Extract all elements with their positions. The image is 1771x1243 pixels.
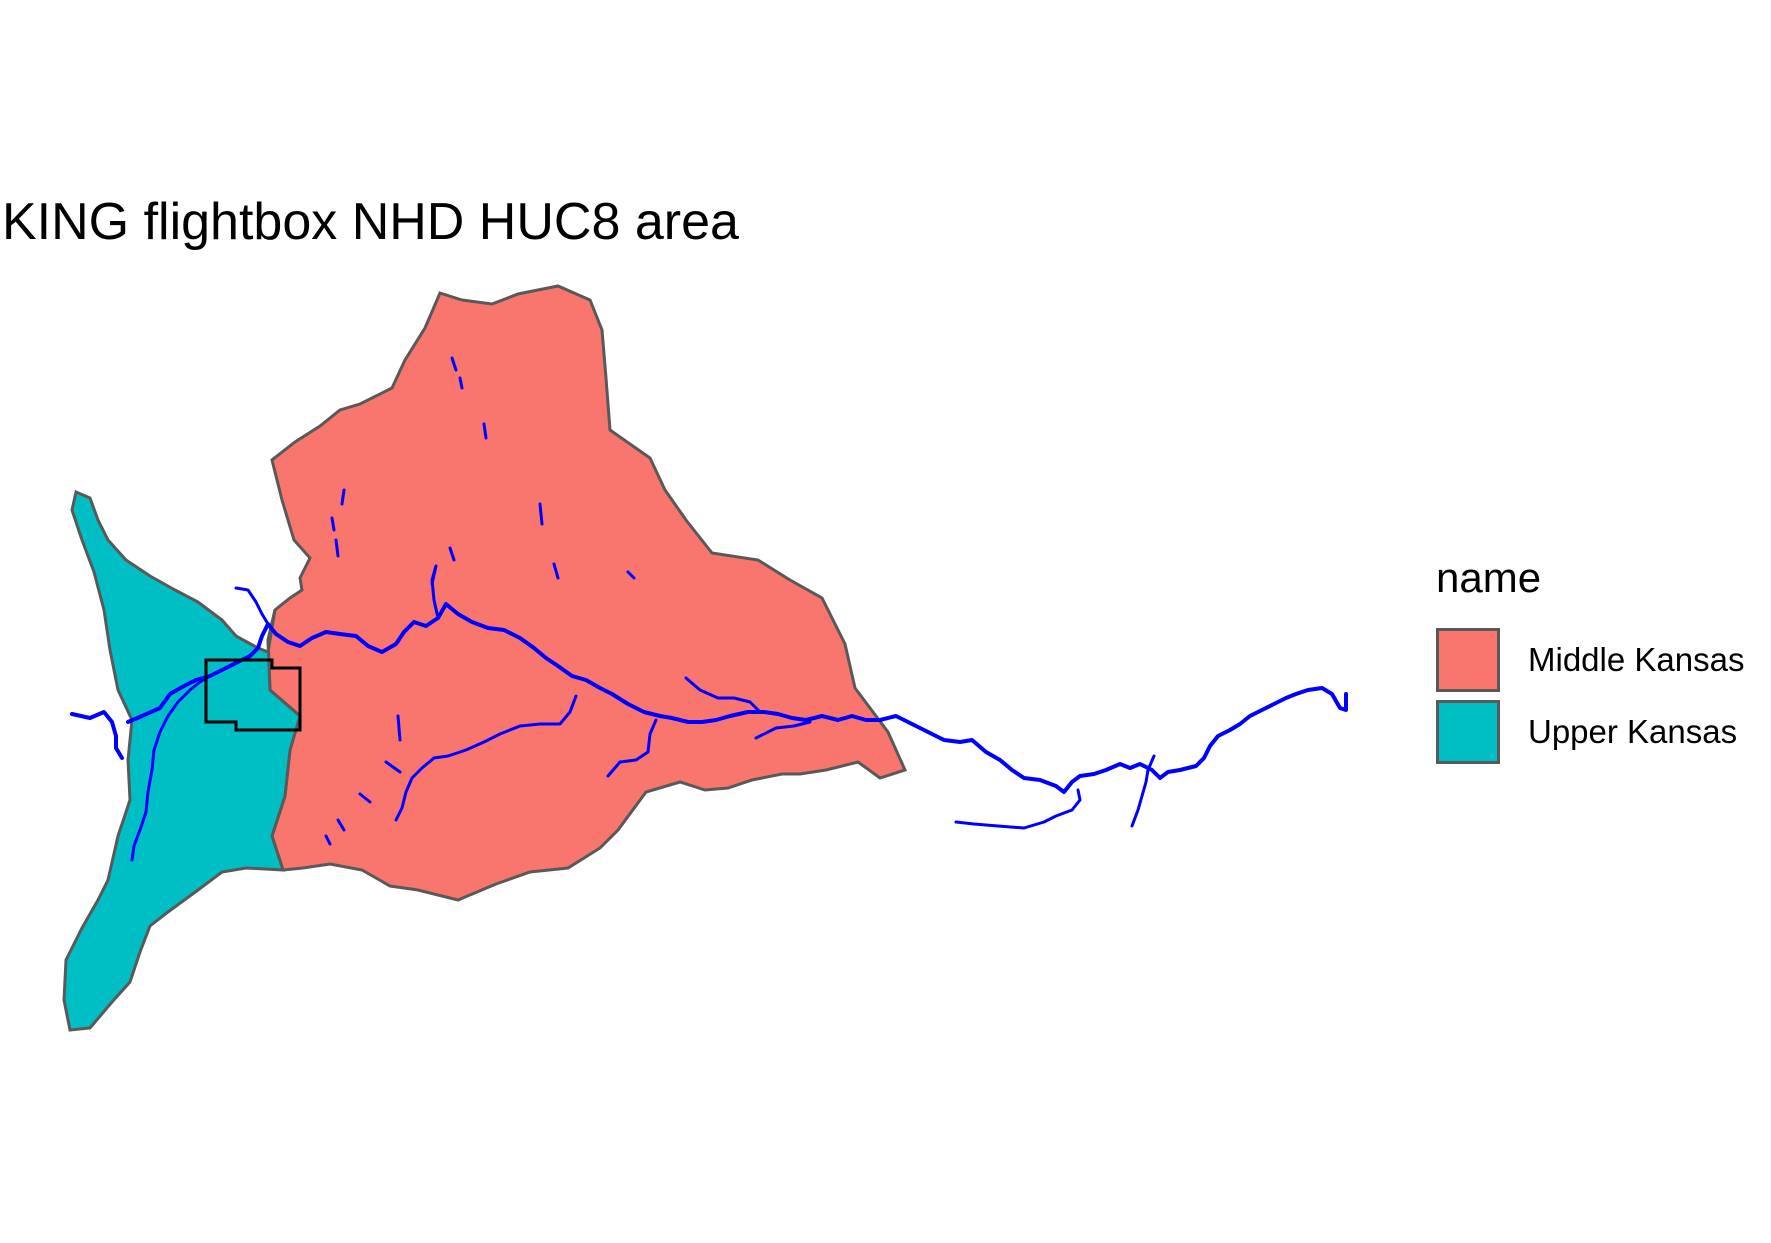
map-title: KING flightbox NHD HUC8 area: [2, 193, 739, 251]
tributary-east-flowline: [684, 676, 812, 740]
legend-item-middle-kansas: Middle Kansas: [1436, 624, 1744, 696]
legend-key-middle-kansas: [1436, 628, 1500, 692]
legend-label-middle-kansas: Middle Kansas: [1528, 641, 1745, 678]
nhd-flowlines: [70, 356, 1348, 862]
tributary-far-east-flowline: [954, 754, 1156, 830]
tributary-west-branch-flowline: [130, 674, 212, 862]
huc8-upper-kansas: [62, 489, 302, 1032]
legend-label-upper-kansas: Upper Kansas: [1528, 713, 1738, 750]
legend-title: name: [1436, 554, 1542, 601]
legend: name Middle Kansas Upper Kansas: [1436, 554, 1744, 768]
huc8-middle-kansas: [266, 284, 908, 902]
tributary-north-flowline: [430, 564, 440, 620]
tributary-sw-flowline: [394, 694, 658, 822]
tributary-upper-west-flowline: [234, 586, 270, 626]
isolated-flowline-segments: [324, 356, 636, 846]
legend-item-upper-kansas: Upper Kansas: [1436, 696, 1744, 768]
main-river-flowline: [70, 602, 1348, 794]
king-flightbox: [204, 658, 302, 732]
legend-key-upper-kansas: [1436, 700, 1500, 764]
